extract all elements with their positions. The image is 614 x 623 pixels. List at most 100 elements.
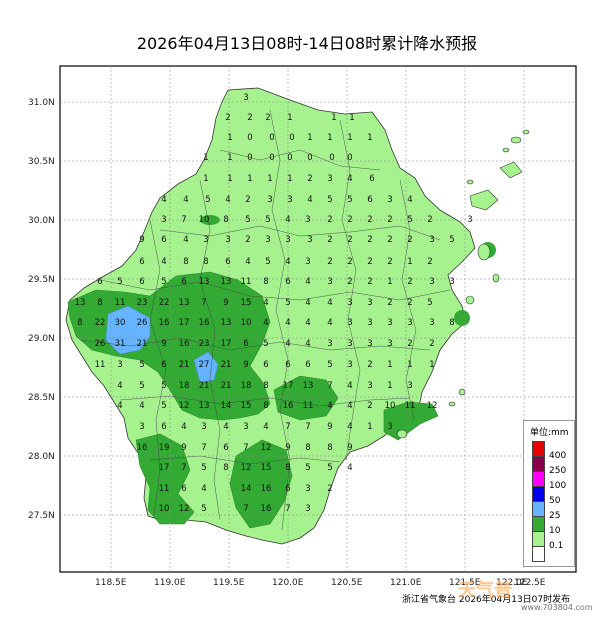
station-value: 3 <box>265 235 270 245</box>
station-value: 2 <box>327 484 332 494</box>
station-value: 0 <box>247 153 252 163</box>
station-value: 2 <box>307 174 312 184</box>
station-value: 4 <box>347 174 352 184</box>
station-value: 26 <box>95 339 106 349</box>
station-value: 7 <box>327 381 332 391</box>
lat-label: 29.0N <box>28 334 55 344</box>
legend-label: 0.1 <box>549 541 564 551</box>
station-value: 1 <box>349 113 354 123</box>
station-value: 4 <box>245 257 250 267</box>
station-value: 0 <box>289 133 294 143</box>
station-value: 2 <box>347 215 352 225</box>
station-value: 2 <box>427 257 432 267</box>
station-value: 7 <box>243 504 248 514</box>
station-value: 3 <box>285 235 290 245</box>
lat-label: 31.0N <box>28 98 55 108</box>
legend: 单位:mm 400 250 100 50 25 10 0.1 <box>523 420 575 567</box>
station-value: 10 <box>159 504 170 514</box>
station-value: 4 <box>347 463 352 473</box>
station-value: 4 <box>183 195 188 205</box>
station-value: 5 <box>117 277 122 287</box>
station-value: 7 <box>181 463 186 473</box>
lon-label: 121.5E <box>449 578 481 588</box>
legend-label: 100 <box>549 481 567 491</box>
station-value: 1 <box>407 360 412 370</box>
station-value: 3 <box>327 277 332 287</box>
rain-zone-10-25-west <box>67 271 271 421</box>
station-value: 1 <box>387 360 392 370</box>
rain-zone-10-25-coast <box>383 401 439 441</box>
station-value: 6 <box>161 235 166 245</box>
station-value: 3 <box>305 504 310 514</box>
station-value: 3 <box>407 318 412 328</box>
station-value: 9 <box>285 443 290 453</box>
station-value: 13 <box>199 401 210 411</box>
station-value: 15 <box>241 401 252 411</box>
station-value: 2 <box>347 277 352 287</box>
station-value: 3 <box>429 277 434 287</box>
station-value: 10 <box>241 318 252 328</box>
station-value: 7 <box>201 298 206 308</box>
rain-zone-10-25-south <box>229 439 293 529</box>
station-value: 3 <box>387 318 392 328</box>
station-value: 2 <box>347 257 352 267</box>
station-value: 6 <box>263 360 268 370</box>
lat-label: 30.5N <box>28 157 55 167</box>
station-value: 12 <box>179 401 190 411</box>
station-value: 1 <box>203 174 208 184</box>
station-value: 4 <box>285 339 290 349</box>
station-value: 16 <box>283 401 294 411</box>
station-value: 3 <box>429 235 434 245</box>
station-value: 11 <box>405 401 416 411</box>
station-value: 2 <box>265 113 270 123</box>
station-value: 4 <box>223 422 228 432</box>
station-value: 10 <box>199 215 210 225</box>
station-value: 8 <box>263 277 268 287</box>
station-value: 18 <box>241 381 252 391</box>
station-value: 11 <box>115 298 126 308</box>
station-value: 3 <box>327 174 332 184</box>
station-value: 13 <box>199 277 210 287</box>
station-value: 1 <box>367 133 372 143</box>
station-value: 4 <box>305 339 310 349</box>
station-value: 5 <box>449 235 454 245</box>
station-value: 4 <box>327 401 332 411</box>
station-value: 6 <box>181 277 186 287</box>
station-value: 2 <box>327 215 332 225</box>
legend-swatch <box>532 531 545 547</box>
station-value: 2 <box>367 215 372 225</box>
station-value: 9 <box>223 298 228 308</box>
map-title: 2026年04月13日08时-14日08时累计降水预报 <box>136 34 478 53</box>
station-values: 32 2 2 1 1 11 0 0 0 1 1 1 11 1 0 0 0 0 0 01 1 1 1 1 2 3 4 64 4 5 4 2 3 3 4… <box>75 93 473 514</box>
station-value: 6 <box>285 360 290 370</box>
rain-zone-10-25-islet <box>454 310 470 326</box>
lon-label: 120.5E <box>331 578 363 588</box>
station-value: 1 <box>267 174 272 184</box>
lon-label: 122.0E <box>496 578 528 588</box>
station-value: 21 <box>221 381 232 391</box>
station-value: 2 <box>387 298 392 308</box>
legend-swatch <box>532 441 545 457</box>
station-value: 5 <box>161 277 166 287</box>
station-value: 1 <box>407 257 412 267</box>
station-value: 11 <box>159 484 170 494</box>
station-value: 3 <box>347 318 352 328</box>
station-value: 5 <box>305 463 310 473</box>
station-value: 10 <box>385 401 396 411</box>
legend-label: 400 <box>549 451 567 461</box>
station-value: 22 <box>95 318 106 328</box>
lat-label: 29.5N <box>28 275 55 285</box>
latitude-labels: 31.0N 30.5N 30.0N 29.5N 29.0N 28.5N 28.0… <box>28 98 55 521</box>
station-value: 4 <box>327 298 332 308</box>
station-value: 2 <box>367 257 372 267</box>
longitude-labels: 118.5E 119.0E 119.5E 120.0E 120.5E 121.0… <box>95 578 546 588</box>
station-value: 3 <box>327 339 332 349</box>
legend-label: 250 <box>549 466 567 476</box>
station-value: 1 <box>247 174 252 184</box>
station-value: 5 <box>427 298 432 308</box>
station-value: 16 <box>137 443 148 453</box>
station-value: 5 <box>139 381 144 391</box>
station-value: 17 <box>179 318 190 328</box>
station-value: 7 <box>285 504 290 514</box>
station-value: 1 <box>227 153 232 163</box>
